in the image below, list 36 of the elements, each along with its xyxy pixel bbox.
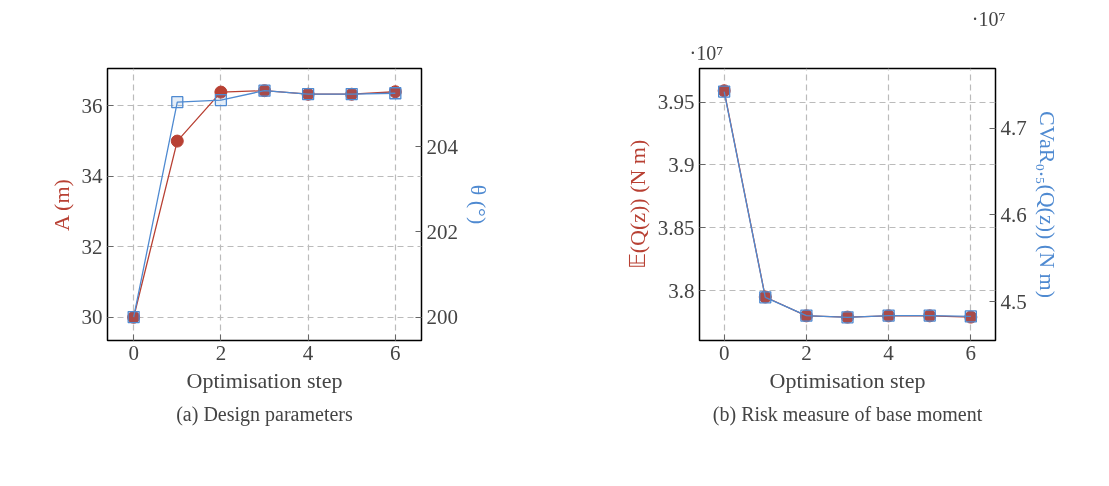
y-tick-label: 3.8 [668,278,695,303]
point [170,134,184,148]
x-tick-label: 6 [965,340,977,365]
x-axis-title: Optimisation step [769,367,926,393]
y2-tick-label: 200 [426,305,458,330]
text: ·10⁷ [689,41,724,64]
x-tick-label: 2 [801,340,812,365]
x-tick-label: 6 [390,340,401,365]
x-tick-label: 4 [883,340,895,365]
x-tick-label: 4 [302,340,314,365]
y2-tick-label: 204 [426,134,459,159]
y-tick-label: 3.95 [657,90,695,115]
x-axis-title: Optimisation step [186,367,343,393]
text: (a) Design parameters [176,402,354,426]
y-tick-label: 3.85 [657,215,695,240]
y-tick-label: 34 [81,164,103,189]
y-tick-label: 32 [81,234,103,259]
point [214,85,228,99]
y2-tick-label: 202 [426,219,458,244]
text: 𝔼(Q(z)) (N m) [624,139,650,270]
x-tick-label: 0 [128,340,139,365]
point [171,96,184,109]
text: ·10⁷ [971,7,1006,30]
text: θ (°) [466,184,491,225]
point [214,93,228,107]
y2-tick-label: 4.5 [1000,289,1027,314]
text: A (m) [48,179,74,232]
y2-tick-label: 4.7 [1000,116,1027,141]
y-tick-label: 30 [81,305,103,330]
x-tick-label: 0 [718,340,730,365]
text: (b) Risk measure of base moment [712,402,983,426]
y-tick-label: 3.9 [668,152,695,177]
text: CVaR₀.₅(Q(z)) (N m) [1034,110,1060,299]
y2-tick-label: 4.6 [1000,202,1027,227]
y-tick-label: 36 [81,93,103,118]
x-tick-label: 2 [215,340,227,365]
